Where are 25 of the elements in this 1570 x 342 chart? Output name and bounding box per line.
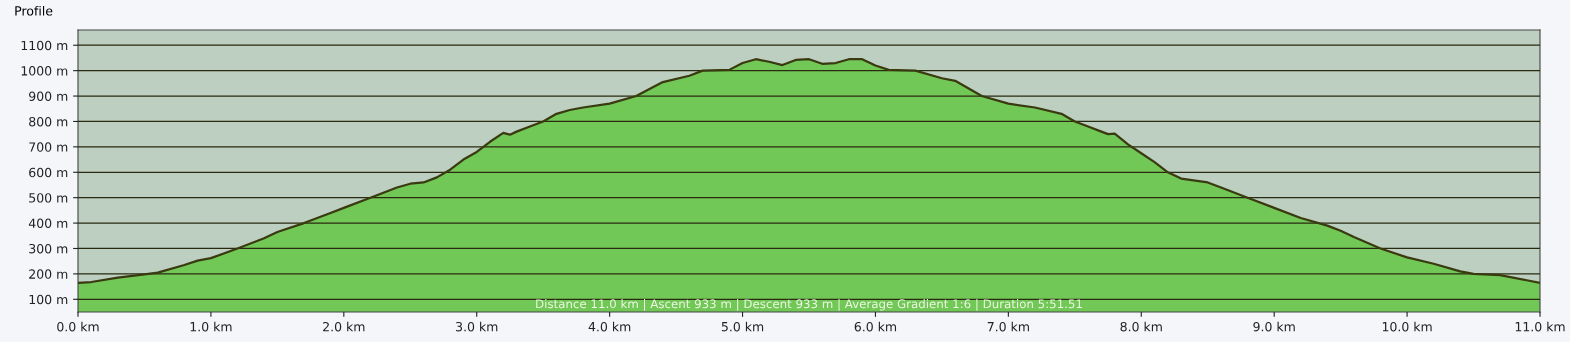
x-tick-label: 3.0 km [456, 321, 498, 332]
y-tick-label: 500 m [29, 193, 68, 203]
y-tick-label: 400 m [28, 218, 68, 229]
y-tick-label: 300 m [29, 243, 68, 254]
y-tick-label: 600 m [29, 167, 68, 178]
y-tick-label: 900 m [29, 91, 68, 101]
y-tick-label: 800 m [29, 116, 68, 127]
y-tick-label: 1100 m [21, 40, 68, 51]
x-tick-label: 8.0 km [1120, 321, 1162, 332]
x-tick-label: 0.0 km [57, 321, 99, 332]
x-tick-label: 5.0 km [721, 321, 764, 332]
y-tick-label: 200 m [29, 269, 68, 279]
x-tick-label: 7.0 km [987, 321, 1029, 332]
x-tick-label: 4.0 km [588, 321, 631, 332]
y-tick-label: 700 m [29, 142, 68, 152]
x-tick-label: 9.0 km [1253, 321, 1295, 332]
x-tick-label: 2.0 km [323, 321, 365, 332]
x-tick-label: 1.0 km [190, 321, 232, 332]
x-tick-label: 10.0 km [1382, 321, 1432, 332]
chart-title: Profile [15, 5, 53, 16]
x-tick-label: 11.0 km [1515, 321, 1565, 332]
annotation: Distance 11.0 km | Ascent 933 m | Descent 933 m | Average Gradient 1:6 | Duration 5:51.51 [536, 299, 1082, 311]
y-tick-label: 1000 m [21, 66, 68, 76]
y-tick-label: 100 m [29, 294, 68, 305]
x-tick-label: 6.0 km [854, 321, 897, 332]
